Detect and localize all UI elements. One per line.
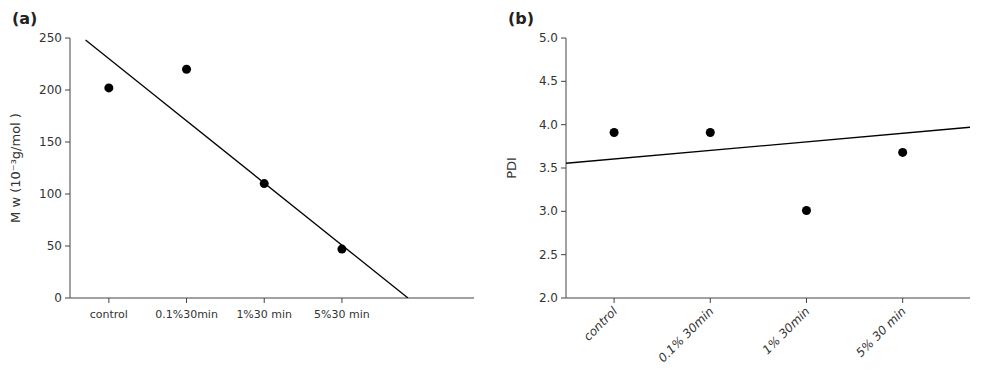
y-tick [65,298,70,299]
y-tick [65,90,70,91]
line-layer [566,127,970,163]
data-point [610,128,619,137]
y-tick-label: 200 [39,83,62,97]
y-tick [65,38,70,39]
y-tick-label: 5.0 [539,31,558,45]
panel-title: (b) [508,9,534,28]
y-tick [561,211,566,212]
y-tick-label: 4.5 [539,74,558,88]
y-tick [561,38,566,39]
y-tick-label: 2.0 [539,291,558,305]
x-tick-label: 5% 30 min [853,304,909,360]
y-tick [561,168,566,169]
y-tick [65,142,70,143]
data-point [337,245,346,254]
y-tick-label: 50 [47,239,62,253]
x-axis-line [566,298,970,299]
trend-line [566,127,970,163]
x-tick [186,298,187,303]
y-tick-label: 3.0 [539,204,558,218]
y-tick-label: 2.5 [539,248,558,262]
x-tick [341,298,342,303]
data-point [706,128,715,137]
y-axis-label: PDI [504,157,519,179]
x-tick-label: 0.1%30min [155,308,218,321]
x-tick-label: 0.1% 30min [655,304,716,365]
x-tick [264,298,265,303]
x-tick-label: control [581,304,621,344]
data-point [104,83,113,92]
plot-area [566,127,970,215]
x-tick [614,298,615,303]
line-layer [86,40,408,298]
data-point [802,206,811,215]
y-tick [561,298,566,299]
y-tick [561,81,566,82]
y-tick-label: 3.5 [539,161,558,175]
x-tick-label: 5%30 min [314,308,370,321]
x-tick-label: control [90,308,128,321]
y-tick [561,124,566,125]
data-point [898,148,907,157]
x-tick-label: 1% 30min [760,304,813,357]
y-tick-label: 150 [39,135,62,149]
data-point [260,179,269,188]
point-layer [610,128,908,215]
y-tick [65,194,70,195]
x-tick [108,298,109,303]
x-axis-line [70,298,474,299]
y-tick [65,246,70,247]
y-tick-label: 0 [54,291,62,305]
x-tick [902,298,903,303]
y-tick [561,254,566,255]
y-tick-label: 4.0 [539,118,558,132]
x-tick [806,298,807,303]
y-axis-line [70,38,71,298]
trend-line [86,40,408,298]
x-tick-label: 1%30 min [236,308,292,321]
data-point [182,65,191,74]
panel: (b) PDI 2.0 2.5 3.0 3.5 4.0 4.5 5.0 control 0.1% 3… [504,9,970,365]
plot-area [86,40,408,298]
chart-root: (a) M w (10⁻³g/mol ) 0 50 100 150 200 250 contro… [0,0,992,390]
y-tick-label: 100 [39,187,62,201]
panel: (a) M w (10⁻³g/mol ) 0 50 100 150 200 250 contro… [8,9,474,321]
x-tick [710,298,711,303]
point-layer [104,65,346,254]
y-tick-label: 250 [39,31,62,45]
panel-title: (a) [12,9,37,28]
y-axis-label: M w (10⁻³g/mol ) [8,113,23,223]
